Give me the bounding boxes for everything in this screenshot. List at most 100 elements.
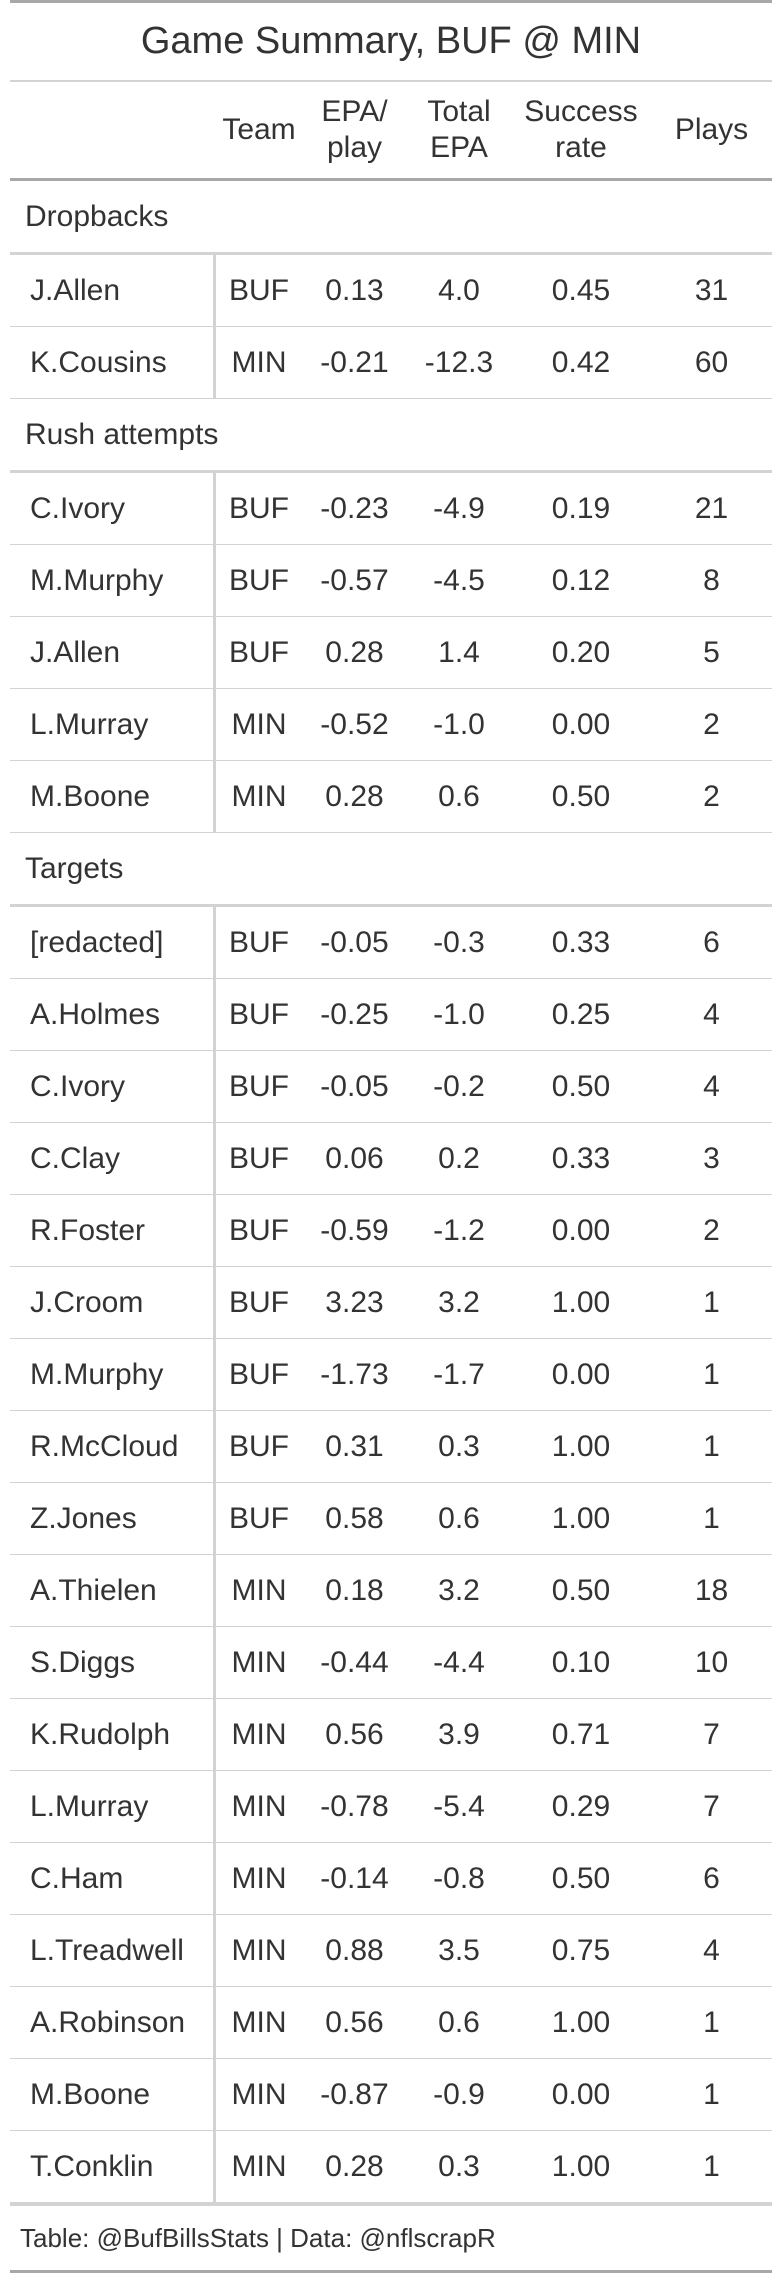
table-row: R.McCloud BUF 0.31 0.3 1.00 1 — [10, 1411, 772, 1483]
cell-success-rate: 0.75 — [551, 1933, 611, 1967]
cell-success-rate: 0.00 — [551, 707, 611, 741]
cell-player: A.Holmes — [10, 979, 216, 1050]
cell-team: MIN — [231, 779, 287, 813]
cell-plays: 4 — [703, 997, 720, 1031]
cell-epa-per-play: -0.14 — [320, 1861, 389, 1895]
table-row: A.Holmes BUF -0.25 -1.0 0.25 4 — [10, 979, 772, 1051]
cell-epa-per-play: 0.28 — [325, 779, 384, 813]
cell-total-epa: -4.5 — [433, 563, 485, 597]
cell-team: MIN — [231, 707, 287, 741]
cell-success-rate: 0.19 — [551, 491, 611, 525]
cell-team: BUF — [229, 1357, 289, 1391]
table-row: M.Murphy BUF -1.73 -1.7 0.00 1 — [10, 1339, 772, 1411]
cell-team: MIN — [231, 1645, 287, 1679]
summary-table: Game Summary, BUF @ MIN Team EPA/ play Tot… — [10, 0, 772, 2273]
cell-player: J.Croom — [10, 1267, 216, 1338]
cell-plays: 31 — [694, 273, 729, 307]
cell-player: M.Boone — [10, 761, 216, 832]
column-header-plays: Plays — [674, 113, 749, 146]
cell-team: BUF — [229, 491, 289, 525]
cell-epa-per-play: 0.28 — [325, 635, 384, 669]
cell-success-rate: 0.33 — [551, 925, 611, 959]
cell-total-epa: -1.0 — [433, 997, 485, 1031]
cell-team: BUF — [229, 997, 289, 1031]
cell-total-epa: -1.2 — [433, 1213, 485, 1247]
header-row: Team EPA/ play Total EPA Success rate Plays — [10, 80, 772, 181]
cell-plays: 10 — [694, 1645, 729, 1679]
cell-success-rate: 0.29 — [551, 1789, 611, 1823]
cell-player: T.Conklin — [10, 2131, 216, 2202]
group-label: Rush attempts — [10, 399, 772, 473]
cell-epa-per-play: -0.05 — [320, 925, 389, 959]
cell-epa-per-play: 0.06 — [325, 1141, 384, 1175]
cell-epa-per-play: -0.25 — [320, 997, 389, 1031]
cell-total-epa: -4.4 — [433, 1645, 485, 1679]
cell-epa-per-play: 0.58 — [325, 1501, 384, 1535]
cell-total-epa: -0.2 — [433, 1069, 485, 1103]
cell-plays: 3 — [703, 1141, 720, 1175]
cell-epa-per-play: -0.57 — [320, 563, 389, 597]
cell-success-rate: 0.12 — [551, 563, 611, 597]
cell-success-rate: 1.00 — [551, 2149, 611, 2183]
cell-epa-per-play: -0.52 — [320, 707, 389, 741]
cell-player: R.Foster — [10, 1195, 216, 1266]
cell-plays: 2 — [703, 1213, 720, 1247]
cell-team: MIN — [231, 2005, 287, 2039]
cell-epa-per-play: -0.21 — [320, 345, 389, 379]
cell-success-rate: 0.33 — [551, 1141, 611, 1175]
cell-player: C.Ivory — [10, 1051, 216, 1122]
cell-plays: 1 — [703, 1357, 720, 1391]
cell-success-rate: 0.45 — [551, 273, 611, 307]
table-row: C.Clay BUF 0.06 0.2 0.33 3 — [10, 1123, 772, 1195]
table-body: Dropbacks J.Allen BUF 0.13 4.0 0.45 31 K.Cousin… — [10, 181, 772, 2203]
cell-epa-per-play: 0.18 — [325, 1573, 384, 1607]
cell-player: M.Murphy — [10, 545, 216, 616]
cell-player: C.Clay — [10, 1123, 216, 1194]
table-row: A.Robinson MIN 0.56 0.6 1.00 1 — [10, 1987, 772, 2059]
table-row: A.Thielen MIN 0.18 3.2 0.50 18 — [10, 1555, 772, 1627]
table-row: K.Cousins MIN -0.21 -12.3 0.42 60 — [10, 327, 772, 399]
cell-total-epa: -1.0 — [433, 707, 485, 741]
cell-epa-per-play: -0.59 — [320, 1213, 389, 1247]
cell-success-rate: 0.50 — [551, 1861, 611, 1895]
cell-total-epa: 3.2 — [438, 1285, 480, 1319]
cell-player: K.Rudolph — [10, 1699, 216, 1770]
cell-player: M.Murphy — [10, 1339, 216, 1410]
cell-epa-per-play: -0.05 — [320, 1069, 389, 1103]
group-label: Targets — [10, 833, 772, 907]
cell-total-epa: 3.5 — [438, 1933, 480, 1967]
cell-team: MIN — [231, 1717, 287, 1751]
cell-success-rate: 1.00 — [551, 2005, 611, 2039]
cell-team: BUF — [229, 635, 289, 669]
cell-plays: 1 — [703, 2077, 720, 2111]
table-row: C.Ivory BUF -0.05 -0.2 0.50 4 — [10, 1051, 772, 1123]
cell-success-rate: 0.50 — [551, 779, 611, 813]
cell-plays: 1 — [703, 1429, 720, 1463]
cell-epa-per-play: 3.23 — [325, 1285, 384, 1319]
table-row: J.Allen BUF 0.13 4.0 0.45 31 — [10, 255, 772, 327]
column-header-total-epa: Total EPA — [427, 95, 491, 164]
table-row: J.Allen BUF 0.28 1.4 0.20 5 — [10, 617, 772, 689]
cell-team: MIN — [231, 1933, 287, 1967]
cell-plays: 6 — [703, 1861, 720, 1895]
table-row: M.Boone MIN 0.28 0.6 0.50 2 — [10, 761, 772, 833]
cell-total-epa: -12.3 — [424, 345, 494, 379]
cell-epa-per-play: -0.87 — [320, 2077, 389, 2111]
cell-team: BUF — [229, 1213, 289, 1247]
table-row: T.Conklin MIN 0.28 0.3 1.00 1 — [10, 2131, 772, 2203]
cell-team: MIN — [231, 2149, 287, 2183]
cell-epa-per-play: 0.13 — [325, 273, 384, 307]
cell-total-epa: 0.3 — [438, 1429, 480, 1463]
cell-total-epa: -1.7 — [433, 1357, 485, 1391]
cell-total-epa: 0.6 — [438, 779, 480, 813]
column-header-player — [10, 82, 216, 178]
cell-epa-per-play: -0.78 — [320, 1789, 389, 1823]
cell-success-rate: 0.00 — [551, 2077, 611, 2111]
cell-total-epa: -0.9 — [433, 2077, 485, 2111]
cell-team: BUF — [229, 1141, 289, 1175]
cell-player: J.Allen — [10, 617, 216, 688]
cell-team: BUF — [229, 273, 289, 307]
cell-player: K.Cousins — [10, 327, 216, 398]
cell-team: MIN — [231, 1789, 287, 1823]
cell-total-epa: 0.2 — [438, 1141, 480, 1175]
